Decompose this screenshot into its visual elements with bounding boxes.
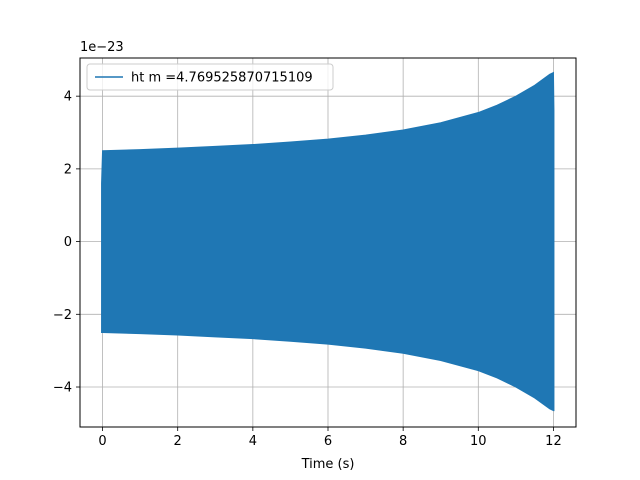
series-signal: [101, 71, 555, 412]
series-layer: [101, 71, 555, 412]
y-tick-label: −4: [53, 381, 72, 396]
y-tick-label: 2: [64, 162, 72, 177]
y-tick-label: 4: [64, 90, 72, 105]
x-tick-label: 4: [249, 434, 257, 449]
ticks: 0 2 4 6 8 10 12 −4 −2 0 2 4: [53, 90, 562, 449]
x-tick-label: 0: [98, 434, 106, 449]
legend-label: ht m =4.769525870715109: [131, 71, 313, 86]
y-scale-label: 1e−23: [80, 40, 124, 55]
x-axis-title: Time (s): [301, 457, 355, 472]
y-tick-label: 0: [64, 235, 72, 250]
x-tick-label: 12: [545, 434, 562, 449]
x-tick-label: 2: [174, 434, 182, 449]
x-tick-label: 6: [324, 434, 332, 449]
legend-box: [86, 63, 334, 91]
x-tick-label: 10: [470, 434, 487, 449]
y-tick-label: −2: [53, 308, 72, 323]
legend: ht m =4.769525870715109: [86, 63, 334, 91]
x-tick-label: 8: [399, 434, 407, 449]
